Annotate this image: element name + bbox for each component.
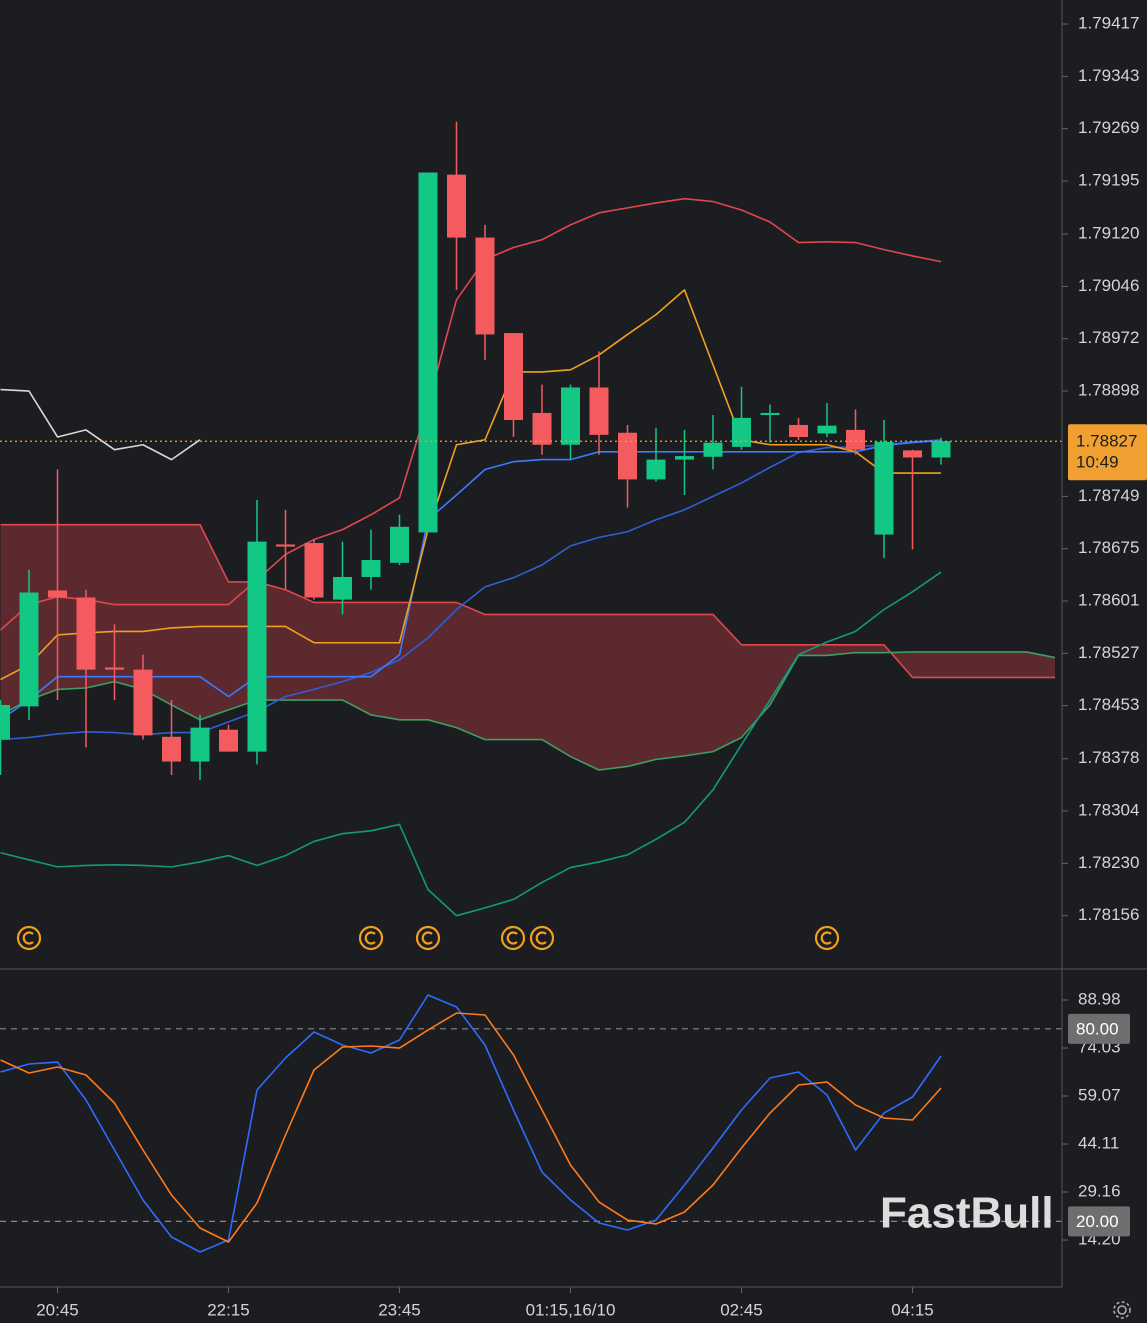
candle-body (390, 526, 409, 563)
candle-body (76, 597, 96, 670)
y-tick-label: 1.79269 (1078, 118, 1139, 137)
candle-body (475, 237, 495, 335)
indicator-line (0, 388, 201, 461)
candle-body (732, 417, 751, 447)
y-tick-label: 1.78453 (1078, 695, 1139, 714)
candle-body (19, 592, 39, 707)
candle-body (219, 729, 238, 752)
axes: 1.79417 1.79343 1.79269 1.79195 1.79120 1.790… (36, 14, 1147, 1319)
candle-body (361, 560, 381, 577)
y-tick-label: 44.11 (1078, 1134, 1119, 1153)
candle-body (903, 450, 922, 458)
level-label: 20.00 (1076, 1212, 1119, 1231)
candle-body (817, 425, 837, 434)
y-tick-label: 1.78675 (1078, 538, 1139, 557)
candle-body (162, 736, 181, 762)
candle-body (561, 387, 580, 445)
candle-body (874, 441, 894, 535)
event-icon (814, 925, 840, 951)
span-b-line (0, 651, 1056, 771)
level-tag (1068, 1206, 1130, 1237)
y-tick-label: 1.79120 (1078, 224, 1139, 243)
y-tick-label: 1.79046 (1078, 276, 1139, 295)
price-tag-value: 1.78827 (1076, 432, 1137, 451)
y-tick-label: 1.78230 (1078, 853, 1139, 872)
y-tick-label: 1.79195 (1078, 170, 1139, 189)
price-plot (0, 121, 1062, 917)
event-markers (16, 925, 840, 951)
candle-body (333, 576, 352, 600)
event-icon (529, 925, 555, 951)
y-tick-label: 1.78898 (1078, 381, 1139, 400)
oscillator-plot (0, 994, 1062, 1253)
span-a-line (0, 523, 1055, 679)
candle-body (703, 442, 723, 457)
candle-body (504, 333, 523, 421)
candle-body (48, 590, 67, 598)
y-tick-label: 1.78749 (1078, 486, 1139, 505)
y-tick-label: 1.78156 (1078, 905, 1139, 924)
price-tag-countdown: 10:49 (1076, 453, 1119, 472)
event-icon (16, 925, 42, 951)
price-tag (1068, 424, 1147, 481)
y-tick-label: 1.78378 (1078, 748, 1139, 767)
x-tick-label: 04:15 (891, 1300, 934, 1319)
level-tag (1068, 1013, 1130, 1044)
event-icon (415, 925, 441, 951)
x-tick-label: 01:15,16/10 (526, 1300, 616, 1319)
y-tick-label: 1.78601 (1078, 591, 1139, 610)
event-icon (358, 925, 384, 951)
level-label: 80.00 (1076, 1019, 1119, 1038)
y-tick-label: 1.78972 (1078, 328, 1139, 347)
event-icon (500, 925, 526, 951)
indicator-line (0, 197, 942, 631)
y-tick-label: 88.98 (1078, 989, 1121, 1008)
x-tick-label: 22:15 (207, 1300, 250, 1319)
settings-icon[interactable] (1113, 1301, 1131, 1319)
candle-body (931, 441, 951, 458)
candle-body (247, 541, 267, 752)
candle-body (760, 412, 780, 416)
indicator-line (0, 289, 941, 681)
y-tick-label: 29.16 (1078, 1181, 1121, 1200)
oscillator-line (0, 994, 942, 1253)
y-tick-label: 1.79417 (1078, 14, 1139, 33)
y-tick-label: 1.78304 (1078, 801, 1139, 820)
y-tick-label: 59.07 (1078, 1085, 1121, 1104)
indicator-line (0, 571, 942, 917)
candle-body (304, 543, 324, 598)
x-tick-label: 02:45 (720, 1300, 763, 1319)
candle-body (675, 456, 694, 460)
y-tick-label: 1.79343 (1078, 66, 1139, 85)
candle-body (532, 412, 552, 445)
candle-body (789, 424, 808, 437)
x-tick-label: 23:45 (378, 1300, 421, 1319)
candle-body (190, 727, 210, 762)
candle-body (646, 459, 666, 480)
candle-body (418, 172, 438, 533)
x-tick-label: 20:45 (36, 1300, 79, 1319)
candle-body (0, 704, 10, 740)
candle-body (447, 174, 466, 238)
candle-body (589, 387, 609, 435)
candle-body (618, 432, 637, 480)
indicator-line (0, 439, 942, 721)
oscillator-line (0, 1012, 942, 1243)
indicator-line (0, 439, 942, 741)
candle-body (846, 429, 865, 450)
y-tick-label: 1.78527 (1078, 643, 1139, 662)
candle-body (133, 669, 153, 736)
watermark: FastBull (880, 1189, 1054, 1238)
candle-body (105, 667, 124, 670)
candle-body (276, 544, 295, 547)
